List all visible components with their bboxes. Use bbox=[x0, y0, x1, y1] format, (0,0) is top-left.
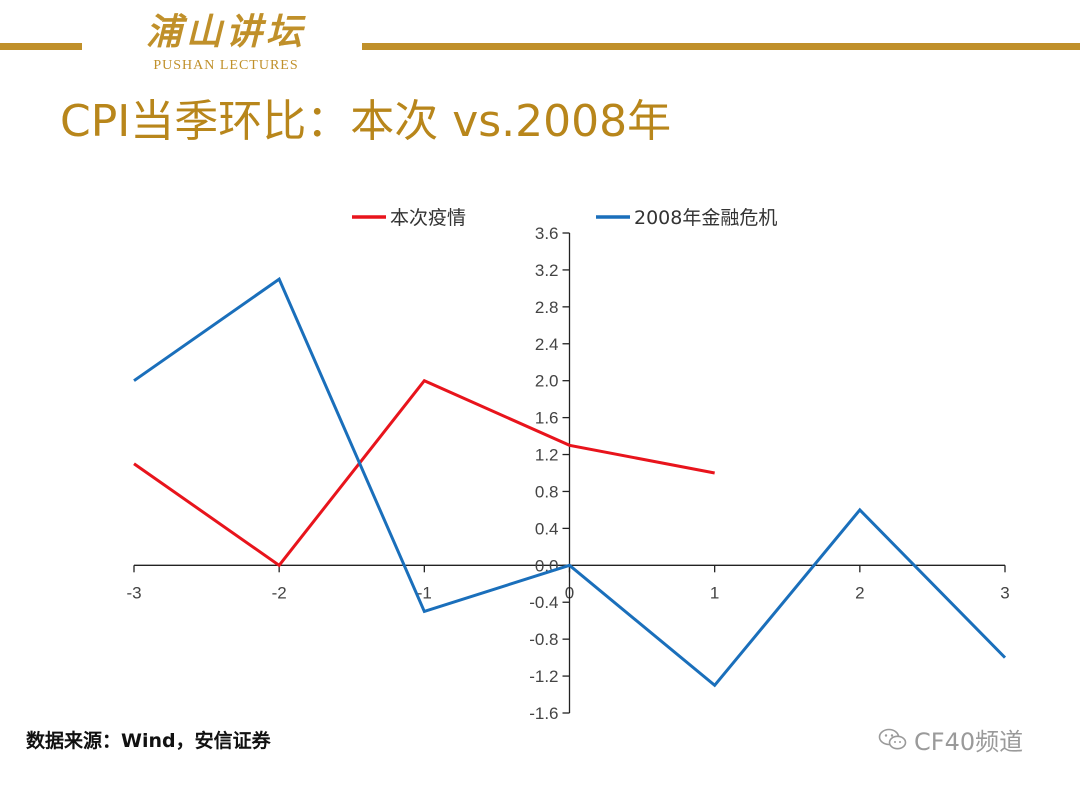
y-tick-label: 1.6 bbox=[535, 409, 559, 428]
x-tick-label: 2 bbox=[855, 583, 864, 602]
y-tick-label: 0.4 bbox=[535, 519, 559, 538]
y-tick-label: 1.2 bbox=[535, 446, 559, 465]
y-tick-label: 3.2 bbox=[535, 261, 559, 280]
legend-label: 2008年金融危机 bbox=[634, 207, 777, 229]
y-tick-label: -1.6 bbox=[529, 704, 558, 723]
series-line-1 bbox=[133, 378, 715, 568]
page-title: CPI当季环比：本次 vs.2008年 bbox=[60, 96, 672, 147]
y-tick-label: -1.2 bbox=[529, 667, 558, 686]
y-tick-label: -0.8 bbox=[529, 630, 558, 649]
y-tick-label: 2.0 bbox=[535, 372, 559, 391]
watermark-text: CF40频道 bbox=[914, 728, 1024, 756]
y-tick-label: -0.4 bbox=[529, 593, 558, 612]
logo-chinese: 浦山讲坛 bbox=[145, 11, 306, 53]
header-rule-right bbox=[362, 43, 1080, 50]
x-tick-label: 1 bbox=[710, 583, 719, 602]
series-line-2 bbox=[133, 276, 1007, 688]
chart-axes: -3-2-101233.63.22.82.42.01.61.20.80.40.0… bbox=[126, 224, 1009, 723]
chart-legend: 本次疫情 2008年金融危机 bbox=[352, 207, 777, 229]
y-tick-label: 0.8 bbox=[535, 482, 559, 501]
x-tick-label: 3 bbox=[1000, 583, 1009, 602]
y-tick-label: 2.4 bbox=[535, 335, 559, 354]
x-tick-label: -1 bbox=[417, 583, 432, 602]
x-tick-label: -3 bbox=[126, 583, 141, 602]
logo-english: PUSHAN LECTURES bbox=[153, 58, 299, 73]
legend-label: 本次疫情 bbox=[390, 207, 466, 229]
y-tick-label: 3.6 bbox=[535, 224, 559, 243]
chart-series bbox=[133, 276, 1007, 688]
wechat-icon bbox=[878, 728, 907, 749]
data-source-note: 数据来源：Wind，安信证券 bbox=[26, 730, 271, 752]
watermark: CF40频道 bbox=[878, 722, 1023, 757]
header-rule-left bbox=[0, 43, 82, 50]
y-tick-label: 2.8 bbox=[535, 298, 559, 317]
x-tick-label: -2 bbox=[272, 583, 287, 602]
